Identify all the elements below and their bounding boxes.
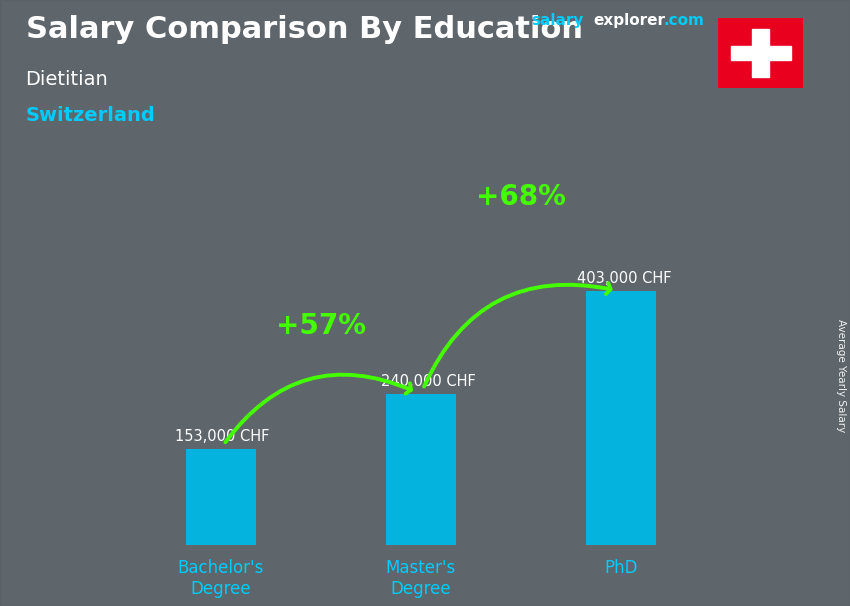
Text: Switzerland: Switzerland: [26, 106, 156, 125]
Bar: [752, 28, 769, 78]
Text: .com: .com: [664, 13, 705, 28]
Text: 403,000 CHF: 403,000 CHF: [577, 271, 672, 287]
Text: 153,000 CHF: 153,000 CHF: [174, 429, 269, 444]
Text: Average Yearly Salary: Average Yearly Salary: [836, 319, 846, 432]
Text: 240,000 CHF: 240,000 CHF: [381, 374, 475, 389]
Text: +57%: +57%: [275, 312, 366, 340]
Bar: [731, 46, 790, 60]
Bar: [386, 394, 456, 545]
Text: salary: salary: [531, 13, 584, 28]
Text: Salary Comparison By Education: Salary Comparison By Education: [26, 15, 582, 44]
Bar: [185, 449, 256, 545]
Text: explorer: explorer: [593, 13, 666, 28]
Text: +68%: +68%: [476, 183, 566, 211]
Text: Dietitian: Dietitian: [26, 70, 108, 88]
Bar: [586, 291, 656, 545]
